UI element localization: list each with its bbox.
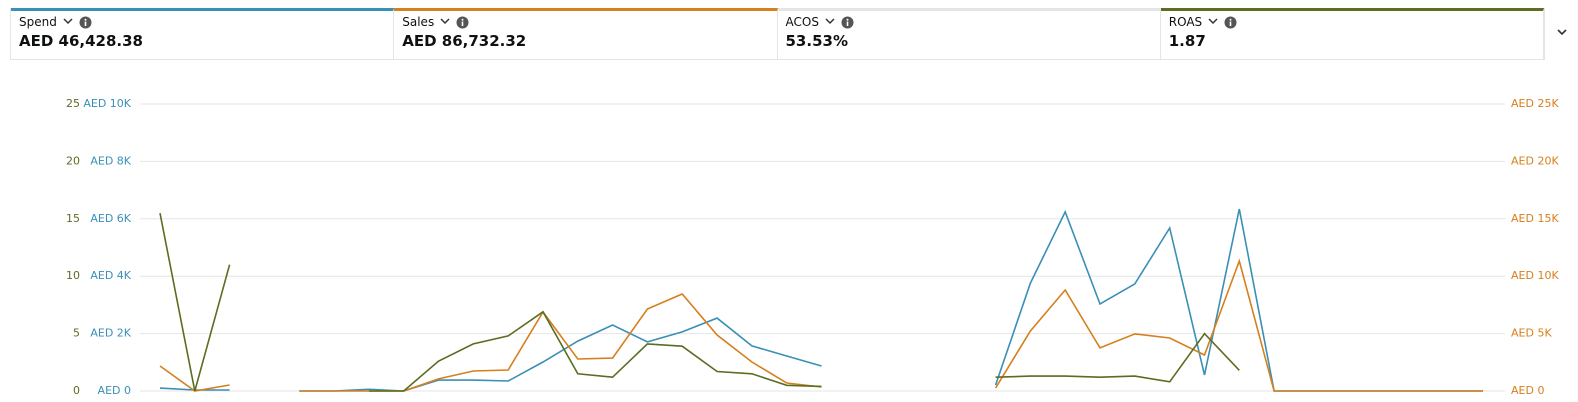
metric-value: AED 86,732.32 xyxy=(402,32,527,50)
dropdown-chevron[interactable] xyxy=(825,18,835,26)
metric-value: 1.87 xyxy=(1168,32,1206,50)
y2-tick-label: AED 20K xyxy=(1511,154,1559,167)
y-tick-label: 20 xyxy=(66,154,80,167)
y3-tick-label: AED 10K xyxy=(83,97,131,110)
metric-value: AED 46,428.38 xyxy=(19,32,143,50)
y2-tick-label: AED 25K xyxy=(1511,97,1559,110)
metric-label: Sales xyxy=(402,15,435,29)
y2-tick-label: AED 10K xyxy=(1511,269,1559,282)
y2-tick-label: AED 5K xyxy=(1511,327,1552,340)
y3-tick-label: AED 2K xyxy=(90,327,131,340)
y3-tick-label: AED 8K xyxy=(90,154,131,167)
metric-label: ROAS xyxy=(1168,15,1203,29)
metric-label: Spend xyxy=(19,15,57,29)
metric-label-row: Spend xyxy=(19,15,385,29)
y2-tick-label: AED 15K xyxy=(1511,212,1559,225)
metric-label-row: ACOS xyxy=(786,15,1152,29)
y-tick-label: 25 xyxy=(66,97,80,110)
metric-card[interactable]: Spend AED 46,428.38 xyxy=(11,8,395,59)
metric-value: 53.53% xyxy=(785,32,848,50)
metric-cards: Spend AED 46,428.38 Sales AED 86,732.32 AC… xyxy=(10,8,1545,60)
info-icon[interactable] xyxy=(79,16,92,29)
y-tick-label: 0 xyxy=(73,384,80,397)
dropdown-chevron[interactable] xyxy=(440,18,450,26)
metric-card[interactable]: ACOS 53.53% xyxy=(777,8,1161,59)
y-tick-label: 10 xyxy=(66,269,80,282)
y-tick-label: 15 xyxy=(66,212,80,225)
info-icon[interactable] xyxy=(456,16,469,29)
series-line xyxy=(159,212,1240,392)
dropdown-chevron[interactable] xyxy=(1208,18,1218,26)
y-tick-label: 5 xyxy=(73,327,80,340)
expand-chevron[interactable] xyxy=(1556,28,1568,38)
metric-label-row: ROAS xyxy=(1169,15,1535,29)
series-line xyxy=(159,258,1483,392)
metric-label: ACOS xyxy=(785,15,819,29)
metric-label-row: Sales xyxy=(402,15,768,29)
metric-card[interactable]: ROAS 1.87 xyxy=(1160,8,1544,59)
y3-tick-label: AED 4K xyxy=(90,269,131,282)
info-icon[interactable] xyxy=(1224,16,1237,29)
metric-card[interactable]: Sales AED 86,732.32 xyxy=(394,8,778,59)
info-icon[interactable] xyxy=(841,16,854,29)
y3-tick-label: AED 6K xyxy=(90,212,131,225)
y2-tick-label: AED 0 xyxy=(1511,384,1544,397)
series-line xyxy=(159,208,1483,392)
dropdown-chevron[interactable] xyxy=(63,18,73,26)
y3-tick-label: AED 0 xyxy=(98,384,131,397)
